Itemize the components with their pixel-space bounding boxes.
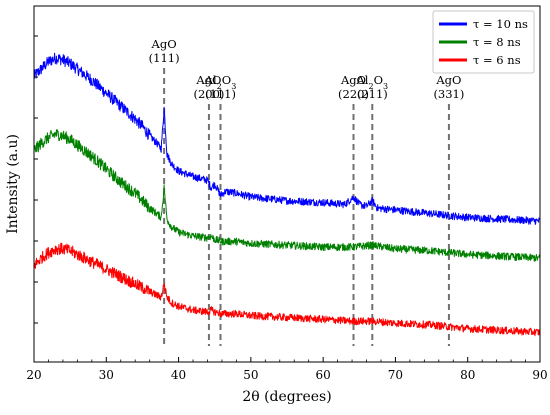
peak-label-hkl: (200) [193,87,224,101]
plot-frame [33,5,541,363]
legend-label-1: τ = 8 ns [473,35,521,49]
legend-label-2: τ = 6 ns [473,53,521,67]
series-line-2 [33,242,541,337]
peak-label-hkl: (211) [357,87,388,101]
x-tick-label: 40 [171,368,186,382]
x-tick-label: 70 [388,368,403,382]
y-axis-title: Intensity (a.u) [5,134,21,234]
peak-label-name: AgO [151,37,177,51]
series-line-1 [33,129,541,262]
peak-label-hkl: (331) [433,87,464,101]
x-axis-title: 2θ (degrees) [242,389,331,405]
peak-label-hkl: (111) [205,87,236,101]
legend-label-0: τ = 10 ns [473,17,528,31]
x-tick-label: 80 [460,368,475,382]
x-tick-label: 20 [26,368,41,382]
peak-label-name: AgO [340,73,366,87]
peak-label-name: Al2O3 [355,73,388,91]
peak-label-hkl: (220) [338,87,369,101]
x-tick-label: 60 [316,368,331,382]
series-line-0 [33,52,541,225]
peak-label-name: AgO [195,73,221,87]
peak-label-hkl: (111) [149,51,180,65]
peak-label-name: Al2O3 [204,73,237,91]
x-tick-label: 50 [243,368,258,382]
x-tick-label: 30 [99,368,114,382]
legend-box [432,10,535,74]
peak-label-name: AgO [435,73,461,87]
x-tick-label: 90 [532,368,547,382]
